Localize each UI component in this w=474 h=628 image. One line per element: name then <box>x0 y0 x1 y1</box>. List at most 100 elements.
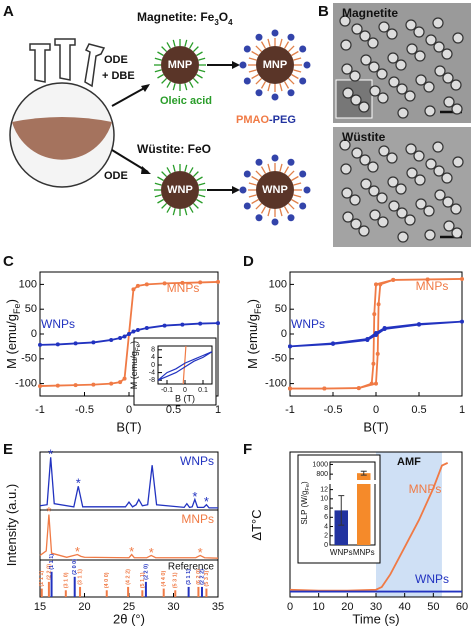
label-part: ) <box>4 299 19 303</box>
grain <box>405 143 417 155</box>
x-tick-label: 30 <box>370 601 382 613</box>
grain <box>388 76 400 88</box>
plot-frame <box>329 461 376 546</box>
reference-index: (3 1 1) <box>186 569 192 585</box>
grain <box>376 192 388 204</box>
peg <box>271 218 279 226</box>
series-name: WNPs <box>41 317 75 331</box>
reference-index: (6 2 0) <box>196 569 202 585</box>
peak-star: * <box>192 489 197 504</box>
ligand <box>248 57 257 61</box>
x-axis-label: B(T) <box>116 419 141 434</box>
point <box>216 279 220 284</box>
peg <box>271 93 279 101</box>
y-axis-label: M (emu/gFe) <box>245 299 263 369</box>
grain <box>452 156 464 168</box>
pattern-line <box>39 457 218 509</box>
label-part: Fe <box>12 303 22 314</box>
ligand <box>188 167 194 174</box>
grain <box>415 198 427 210</box>
arrow-head <box>141 166 151 174</box>
ligand <box>192 171 199 178</box>
label-part: M (emu/g <box>129 351 139 389</box>
grain <box>377 216 389 228</box>
series-name: WNPs <box>180 454 214 468</box>
micrograph-label: Magnetite <box>342 6 398 20</box>
point <box>371 361 376 366</box>
grain <box>423 205 435 217</box>
grain <box>387 52 399 64</box>
grain <box>443 220 455 232</box>
grain <box>360 178 372 190</box>
grain <box>386 28 398 40</box>
point <box>118 335 123 340</box>
grain <box>396 207 408 219</box>
ligand <box>251 73 259 80</box>
reference-index: (4 4 0) <box>161 571 167 587</box>
point <box>38 384 42 389</box>
series-name: WNPs <box>415 572 449 586</box>
y-tick-label: 4 <box>324 523 328 530</box>
x-tick-label: 30 <box>167 601 179 613</box>
wustite-label: Wüstite: FeO <box>137 142 211 156</box>
label-part: ΔT°C <box>249 509 264 540</box>
ligand <box>279 208 283 217</box>
series-line <box>182 345 187 385</box>
ligand <box>184 208 188 216</box>
x-tick-label: 0 <box>287 601 293 613</box>
x-tick-label: -0.5 <box>75 404 94 416</box>
point <box>162 323 167 328</box>
grain <box>423 81 435 93</box>
x-tick-label: 15 <box>34 601 46 613</box>
ligand <box>279 163 283 172</box>
peg <box>255 33 263 41</box>
ligand <box>291 73 299 80</box>
x-tick-label: 35 <box>212 601 224 613</box>
y-tick-label: 2 <box>324 533 328 540</box>
series-line <box>289 462 449 592</box>
ligand <box>287 170 295 178</box>
ligand <box>166 167 172 174</box>
ligand <box>192 46 199 53</box>
grain <box>368 61 380 73</box>
peg <box>299 45 307 53</box>
y-tick-label: 100 <box>19 278 37 290</box>
ligand <box>196 73 203 79</box>
ligand <box>291 175 299 182</box>
ligand <box>279 38 283 47</box>
ligand <box>161 171 168 178</box>
ligand <box>192 77 199 84</box>
grain <box>434 189 446 201</box>
x-tick-label: -1 <box>35 404 45 416</box>
peg <box>243 77 251 85</box>
ligand <box>161 46 168 53</box>
peg <box>303 186 311 194</box>
particle <box>256 171 294 209</box>
ligand <box>283 41 290 49</box>
grain <box>450 79 462 91</box>
grain <box>351 23 363 35</box>
peg <box>239 186 247 194</box>
ligand <box>287 202 295 210</box>
label-part: Fe <box>253 303 263 314</box>
reference-index: (5 1 1) <box>140 572 146 588</box>
ligand <box>172 83 176 91</box>
grain <box>452 32 464 44</box>
grain <box>350 94 362 106</box>
ligand <box>293 69 302 73</box>
solvent-label: ODE <box>104 170 128 182</box>
x-tick-label: -1 <box>285 404 295 416</box>
x-tick-label: 50 <box>427 601 439 613</box>
y-tick-label: 10 <box>320 496 328 503</box>
grain <box>413 150 425 162</box>
point <box>331 341 335 346</box>
label-part: Fe <box>305 484 311 491</box>
x-tick-label: 25 <box>123 601 135 613</box>
peg <box>255 214 263 222</box>
reference-label: Reference <box>168 562 215 573</box>
point <box>417 322 421 327</box>
peg <box>299 202 307 210</box>
ligand <box>154 57 162 61</box>
grain <box>425 158 437 170</box>
point <box>91 382 96 387</box>
